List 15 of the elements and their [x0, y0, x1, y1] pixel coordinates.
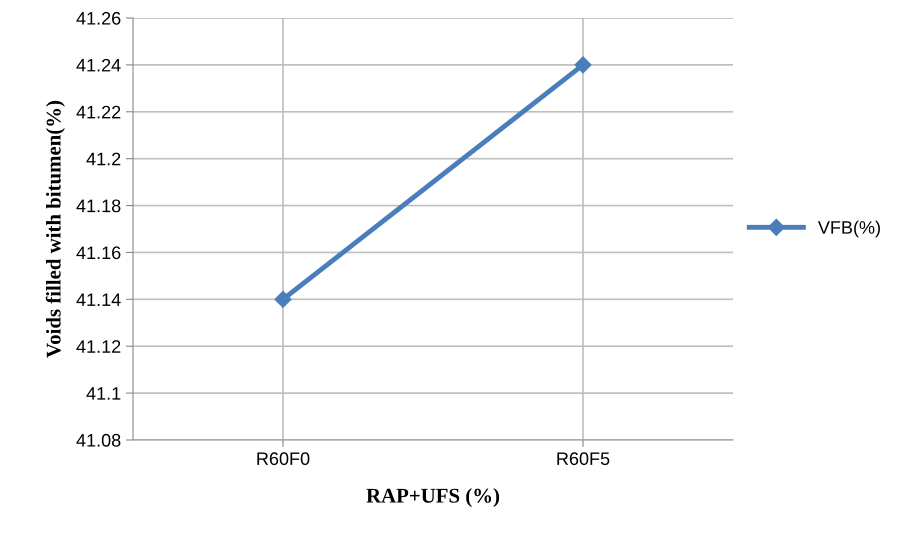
- y-tick-label: 41.24: [76, 58, 121, 72]
- y-tick-label: 41.08: [76, 434, 120, 447]
- y-tick-label: 41.22: [76, 106, 120, 118]
- y-tick-label: 41.1: [86, 387, 120, 400]
- y-tick-label: 41.2: [86, 152, 120, 166]
- y-tick-label: 41.16: [76, 246, 120, 260]
- y-tick-label: 41.12: [76, 340, 120, 353]
- x-tick-label: R60F5: [557, 452, 610, 466]
- y-tick-label: 41.14: [76, 293, 121, 306]
- x-tick-label: R60F0: [257, 452, 310, 466]
- x-axis-title: RAP+UFS (%): [366, 488, 500, 507]
- y-tick-label: 41.26: [76, 12, 120, 25]
- y-axis-title: Voids filled with bitumen(%): [46, 100, 65, 358]
- y-tick-label: 41.18: [76, 199, 120, 212]
- legend-label: VFB(%): [818, 220, 880, 238]
